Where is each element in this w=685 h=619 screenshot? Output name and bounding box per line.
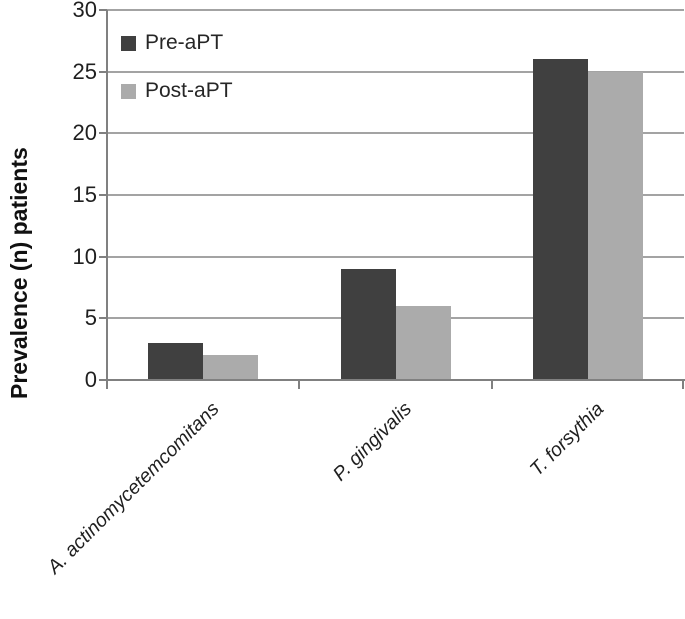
- x-axis-line: [106, 379, 685, 381]
- bar-post-apt-0: [203, 355, 259, 380]
- y-axis-tick: [99, 132, 107, 135]
- gridline: [107, 9, 684, 11]
- y-axis-title: Prevalence (n) patients: [6, 147, 32, 399]
- x-axis-tick: [106, 380, 108, 389]
- legend-swatch-pre-apt-icon: [121, 35, 136, 51]
- y-tick-label: 10: [72, 243, 97, 269]
- legend-item-post-apt: Post-aPT: [121, 79, 233, 102]
- y-axis-tick: [99, 255, 107, 258]
- x-category-label: P. gingivalis: [328, 398, 417, 486]
- y-axis-tick: [99, 317, 107, 320]
- legend: Pre-aPT Post-aPT: [121, 31, 233, 128]
- y-tick-label: 30: [72, 0, 97, 22]
- y-tick-label: 5: [84, 305, 97, 331]
- y-tick-label: 20: [72, 120, 97, 146]
- x-axis-tick: [298, 380, 301, 389]
- y-axis-line: [106, 10, 108, 389]
- y-tick-label: 25: [72, 58, 97, 84]
- bar-pre-apt-2: [532, 59, 588, 380]
- gridline: [107, 255, 684, 258]
- y-tick-label: 15: [72, 182, 97, 207]
- y-axis-tick: [99, 70, 107, 73]
- legend-label-pre-apt: Pre-aPT: [145, 31, 224, 54]
- x-category-label: T. forsythia: [525, 398, 609, 481]
- bar-pre-apt-0: [148, 343, 204, 380]
- y-tick-label: 0: [84, 367, 97, 392]
- y-axis-tick: [99, 379, 107, 381]
- bar-post-apt-2: [587, 71, 643, 380]
- legend-item-pre-apt: Pre-aPT: [121, 31, 233, 54]
- gridline: [107, 70, 684, 73]
- gridline: [107, 194, 684, 196]
- x-axis-tick: [682, 380, 684, 389]
- y-axis-tick: [99, 9, 107, 11]
- legend-label-post-apt: Post-aPT: [145, 79, 233, 102]
- gridline: [107, 132, 684, 135]
- bar-post-apt-1: [395, 306, 451, 380]
- x-axis-tick: [490, 380, 493, 389]
- y-axis-tick: [99, 194, 107, 196]
- x-category-label: A. actinomycetemcomitans: [43, 398, 224, 579]
- legend-swatch-post-apt-icon: [121, 83, 136, 99]
- bar-pre-apt-1: [340, 269, 396, 380]
